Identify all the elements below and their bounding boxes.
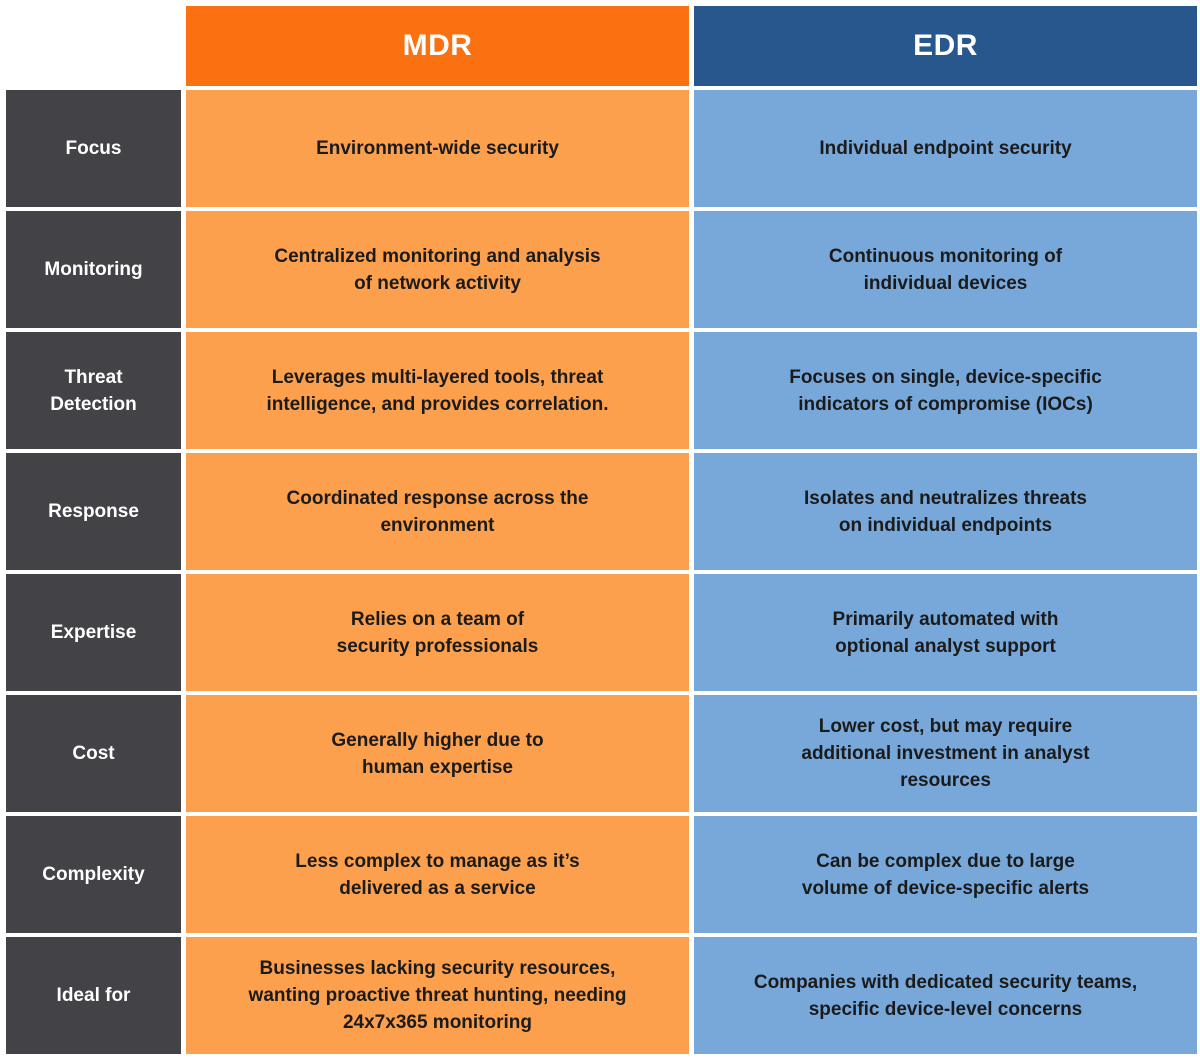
cell-text: indicators of compromise (IOCs) (798, 393, 1093, 415)
row-label-text: Complexity (42, 864, 145, 885)
mdr-cell-response: Coordinated response across the environm… (186, 453, 689, 570)
mdr-cell-focus: Environment-wide security (186, 90, 689, 207)
row-label-text: Response (48, 501, 139, 522)
cell-text: Generally higher due to (331, 729, 544, 751)
cell-text: volume of device-specific alerts (801, 877, 1090, 899)
row-label-text: Ideal for (56, 985, 131, 1006)
row-label-text: Expertise (50, 622, 137, 643)
edr-cell-focus: Individual endpoint security (694, 90, 1197, 207)
cell-text: Environment-wide security (316, 138, 559, 159)
edr-cell-monitoring: Continuous monitoring of individual devi… (694, 211, 1197, 328)
row-label-text: Cost (72, 743, 115, 764)
cell-text: Companies with dedicated security teams, (753, 971, 1138, 993)
edr-header-label: EDR (913, 29, 978, 62)
cell-text: wanting proactive threat hunting, needin… (248, 985, 627, 1006)
mdr-cell-complexity: Less complex to manage as it’s delivered… (186, 816, 689, 933)
mdr-cell-threat-detection: Leverages multi-layered tools, threat in… (186, 332, 689, 449)
cell-text: additional investment in analyst (801, 743, 1090, 764)
cell-text: Primarily automated with (832, 608, 1059, 630)
cell-text: human expertise (362, 756, 513, 778)
row-label-text: Threat (64, 366, 123, 388)
edr-cell-response: Isolates and neutralizes threats on indi… (694, 453, 1197, 570)
cell-text: Businesses lacking security resources, (259, 958, 616, 979)
row-label-text: Monitoring (44, 259, 143, 280)
row-label-text: Focus (65, 138, 122, 159)
cell-text: Isolates and neutralizes threats (804, 487, 1087, 509)
row-label-expertise: Expertise (6, 574, 181, 691)
mdr-cell-monitoring: Centralized monitoring and analysis of n… (186, 211, 689, 328)
cell-text: of network activity (354, 272, 521, 294)
edr-cell-expertise: Primarily automated with optional analys… (694, 574, 1197, 691)
cell-text: 24x7x365 monitoring (342, 1012, 533, 1033)
cell-text: Individual endpoint security (819, 138, 1072, 159)
cell-text: delivered as a service (339, 877, 536, 899)
cell-text: intelligence, and provides correlation. (266, 393, 609, 415)
edr-cell-complexity: Can be complex due to large volume of de… (694, 816, 1197, 933)
row-label-threat-detection: Threat Detection (6, 332, 181, 449)
row-label-ideal-for: Ideal for (6, 937, 181, 1054)
cell-text: specific device-level concerns (808, 998, 1083, 1020)
cell-text: environment (380, 514, 495, 536)
row-label-response: Response (6, 453, 181, 570)
cell-text: Can be complex due to large (816, 850, 1075, 872)
row-label-monitoring: Monitoring (6, 211, 181, 328)
cell-text: Lower cost, but may require (818, 716, 1073, 737)
cell-text: Relies on a team of (350, 608, 525, 630)
cell-text: Leverages multi-layered tools, threat (271, 366, 604, 388)
cell-text: security professionals (336, 635, 539, 657)
row-label-text: Detection (50, 393, 137, 415)
edr-cell-threat-detection: Focuses on single, device-specific indic… (694, 332, 1197, 449)
corner-blank (6, 6, 181, 86)
row-label-cost: Cost (6, 695, 181, 812)
cell-text: individual devices (863, 272, 1028, 294)
mdr-cell-expertise: Relies on a team of security professiona… (186, 574, 689, 691)
cell-text: on individual endpoints (838, 514, 1053, 536)
edr-cell-ideal-for: Companies with dedicated security teams,… (694, 937, 1197, 1054)
row-label-complexity: Complexity (6, 816, 181, 933)
mdr-header-label: MDR (402, 29, 473, 62)
cell-text: optional analyst support (835, 635, 1056, 657)
mdr-column-header: MDR (186, 6, 689, 86)
cell-text: Less complex to manage as it’s (295, 850, 580, 872)
mdr-cell-ideal-for: Businesses lacking security resources, w… (186, 937, 689, 1054)
cell-text: resources (900, 770, 991, 791)
row-label-focus: Focus (6, 90, 181, 207)
cell-text: Focuses on single, device-specific (789, 366, 1102, 388)
edr-cell-cost: Lower cost, but may require additional i… (694, 695, 1197, 812)
edr-column-header: EDR (694, 6, 1197, 86)
mdr-cell-cost: Generally higher due to human expertise (186, 695, 689, 812)
cell-text: Coordinated response across the (286, 487, 589, 509)
cell-text: Centralized monitoring and analysis (274, 245, 601, 267)
cell-text: Continuous monitoring of (828, 245, 1063, 267)
